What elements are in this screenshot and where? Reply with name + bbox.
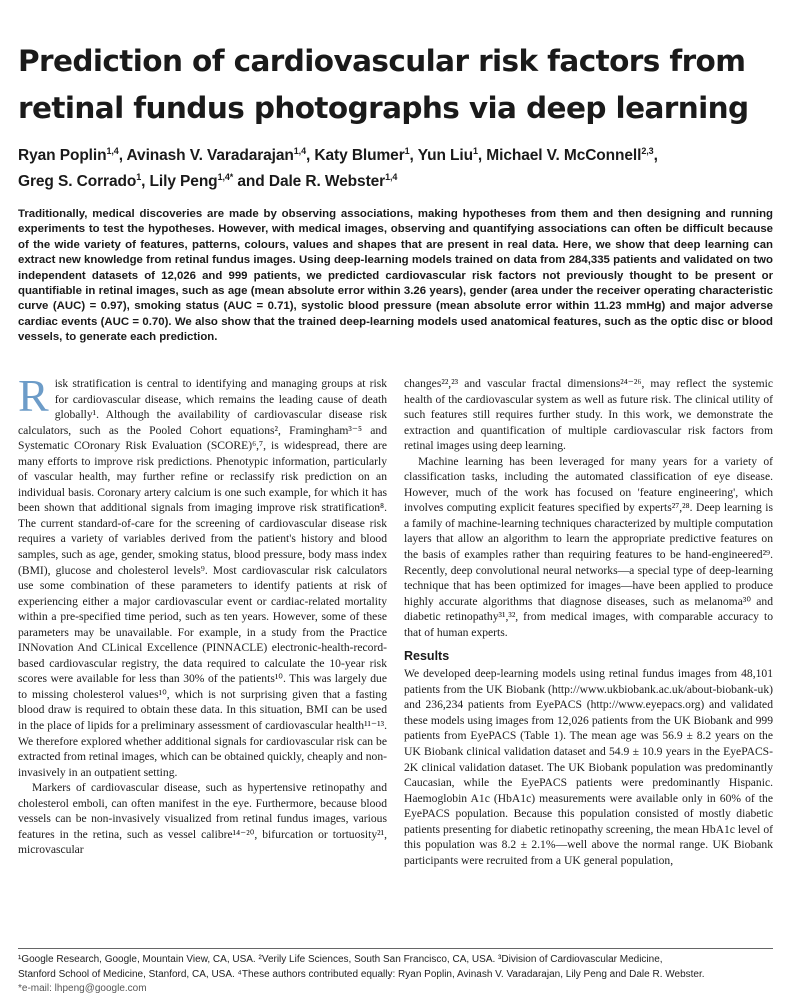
author: Yun Liu1, [417, 145, 487, 164]
author: Michael V. McConnell2,3, [486, 145, 658, 164]
abstract: Traditionally, medical discoveries are m… [18, 208, 773, 344]
footnote-affiliations-2: Stanford School of Medicine, Stanford, C… [18, 968, 705, 980]
body-column-left: R isk stratification is central to ident… [18, 370, 387, 858]
section-heading-results: Results [404, 649, 450, 664]
author: Ryan Poplin1,4, [18, 145, 127, 164]
paper-title: Prediction of cardiovascular risk factor… [18, 44, 749, 125]
body-paragraph: isk stratification is central to identif… [18, 377, 387, 779]
drop-cap: R [18, 370, 49, 421]
body-column-right: changes²²,²³ and vascular fractal dimens… [404, 376, 773, 868]
author: Lily Peng1,4* and [149, 171, 269, 190]
author: Dale R. Webster1,4 [268, 171, 398, 190]
author-list: Ryan Poplin1,4, Avinash V. Varadarajan1,… [18, 143, 778, 194]
body-paragraph: We developed deep-learning models using … [404, 667, 773, 867]
footnote-email: *e-mail: lhpeng@google.com [18, 983, 147, 994]
author: Katy Blumer1, [314, 145, 418, 164]
body-paragraph: Markers of cardiovascular disease, such … [18, 781, 387, 857]
body-paragraph: changes²²,²³ and vascular fractal dimens… [404, 377, 773, 453]
author: Greg S. Corrado1, [18, 171, 150, 190]
footnote-affiliations-1: ¹Google Research, Google, Mountain View,… [18, 954, 663, 965]
footnotes: ¹Google Research, Google, Mountain View,… [18, 953, 778, 997]
author: Avinash V. Varadarajan1,4, [126, 145, 315, 164]
body-paragraph: Machine learning has been leveraged for … [404, 454, 773, 639]
footnote-divider [18, 948, 773, 949]
